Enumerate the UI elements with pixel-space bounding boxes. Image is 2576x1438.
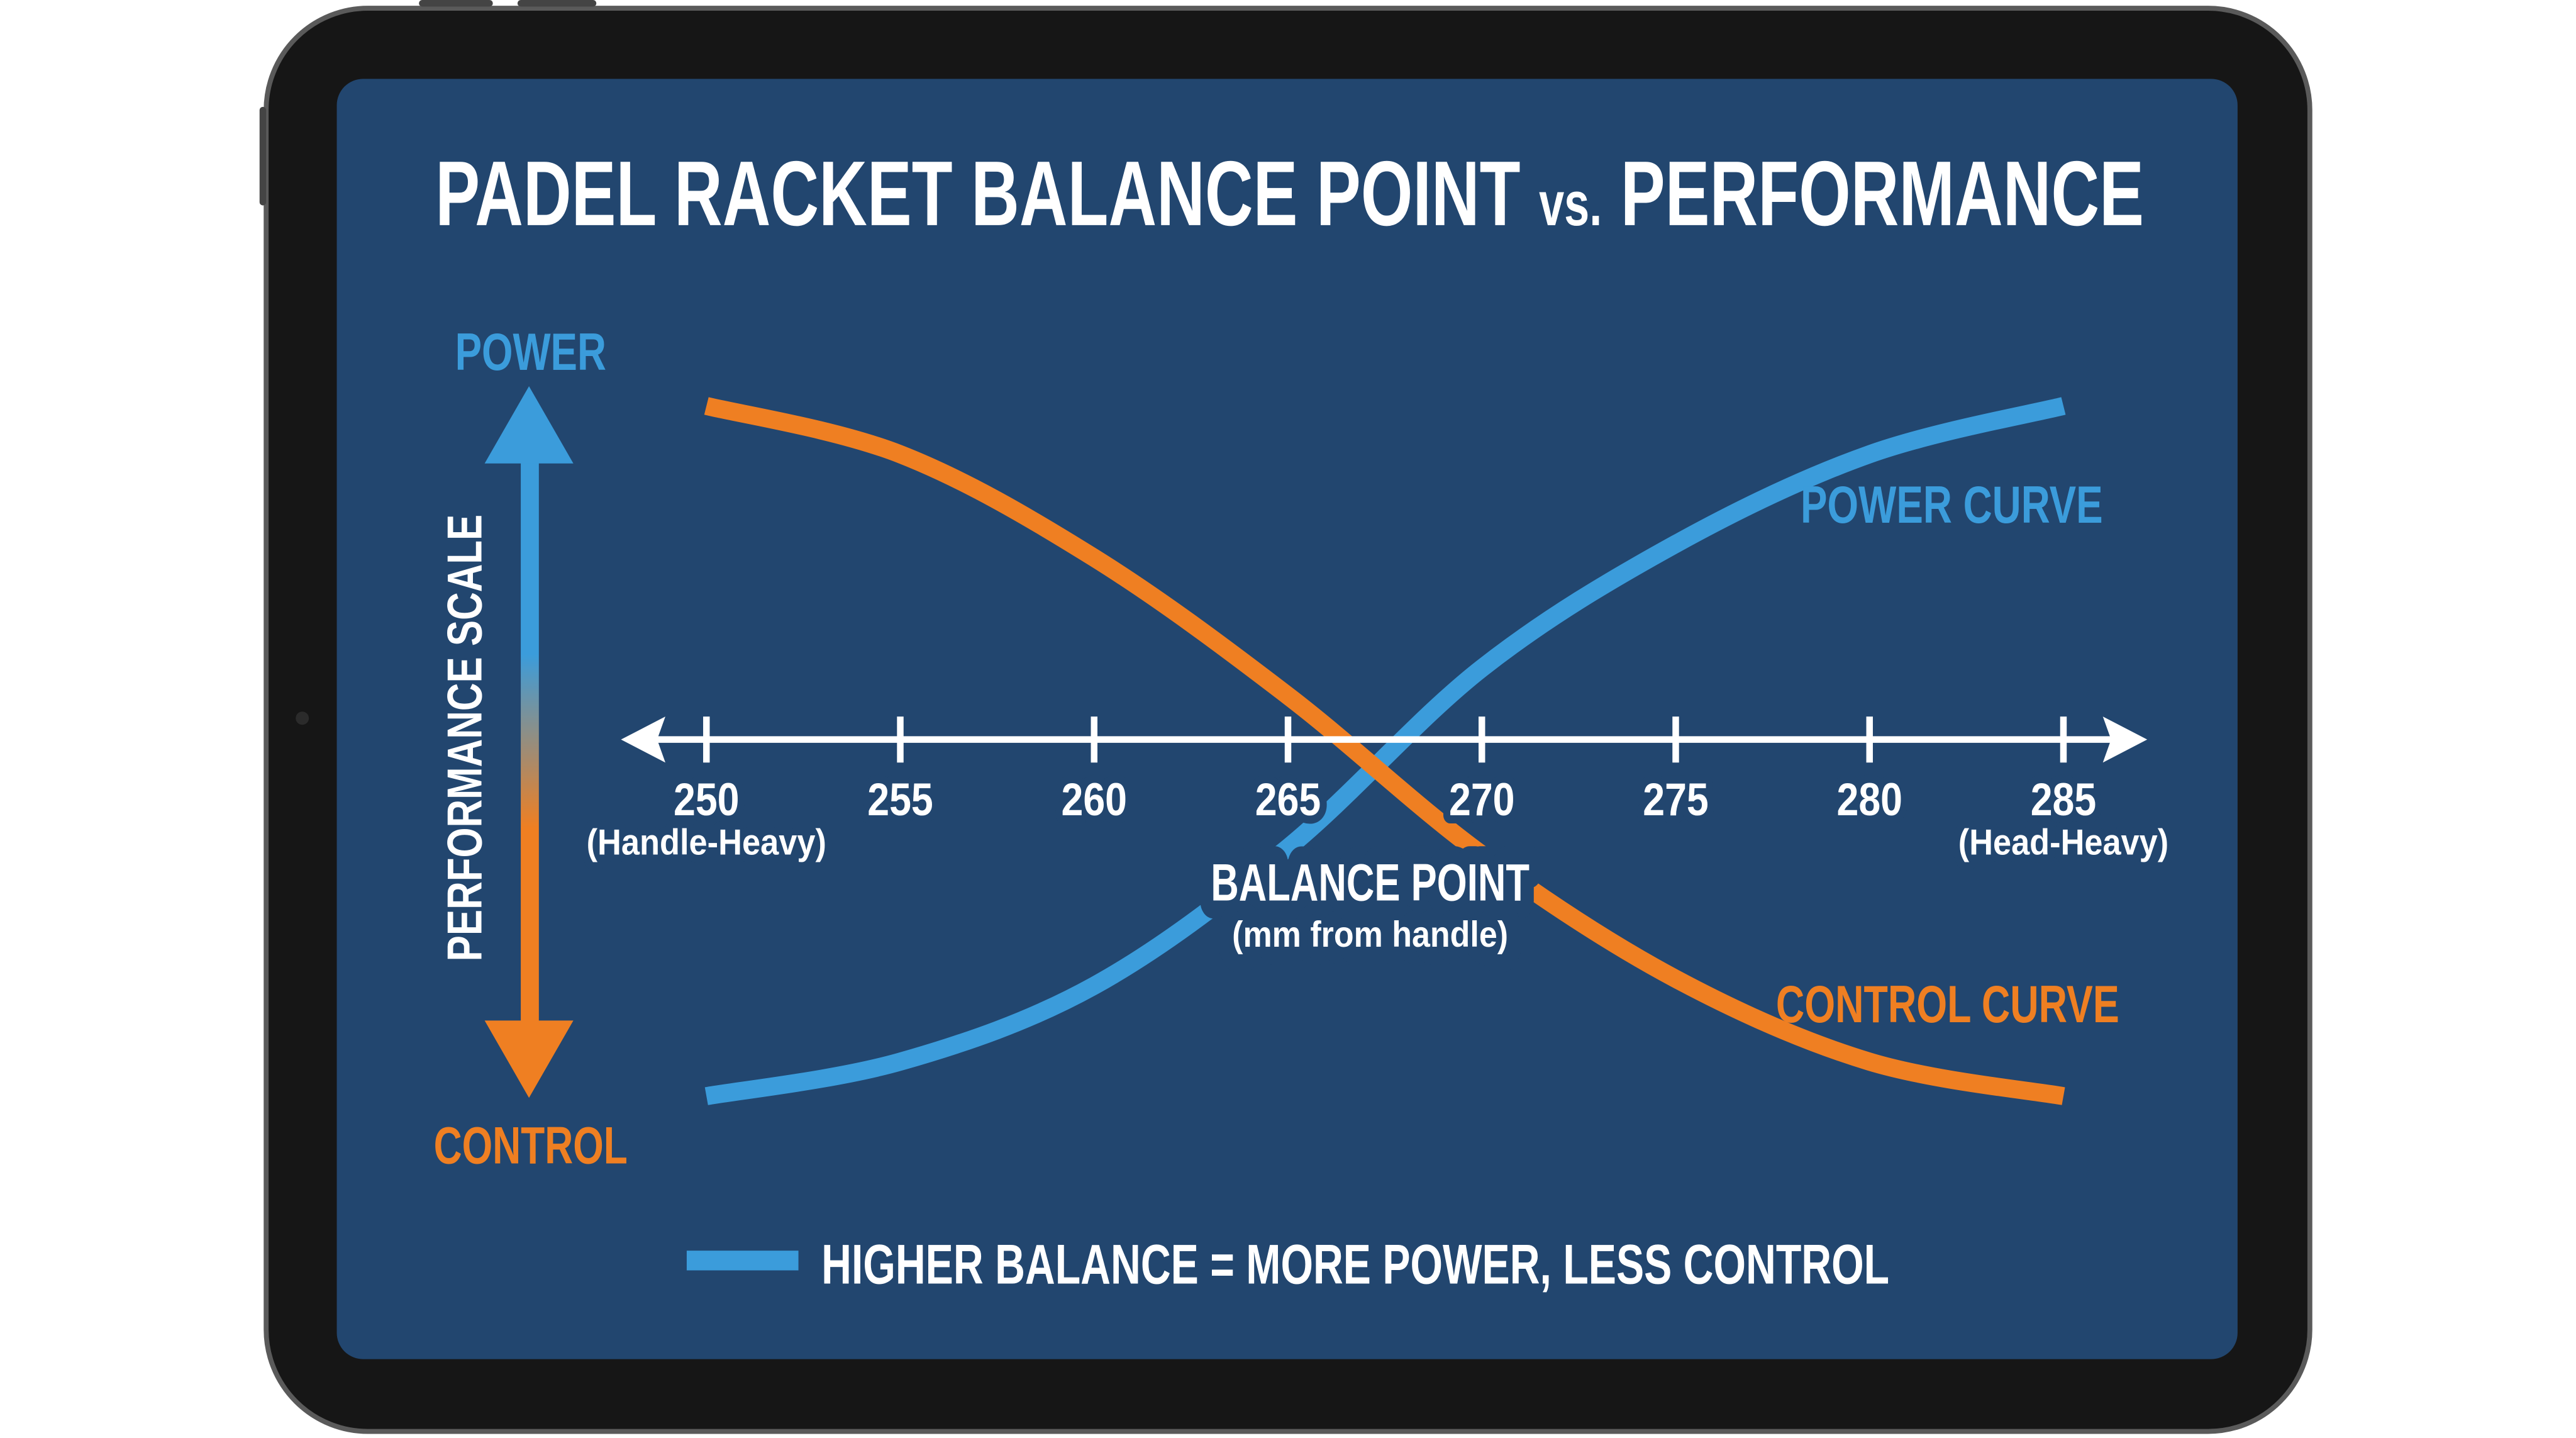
y-bottom-label: CONTROL: [434, 1116, 628, 1175]
top-button[interactable]: [419, 0, 493, 7]
control-arrow-head: [484, 1020, 574, 1098]
power-curve-label: POWER CURVE: [1801, 475, 2103, 534]
title-end: PERFORMANCE: [1621, 143, 2144, 245]
power-arrow-head: [484, 386, 574, 464]
y-axis-label: PERFORMANCE SCALE: [436, 515, 492, 962]
x-tick-label: 255: [867, 774, 933, 825]
performance-scale-arrow: [521, 452, 539, 1031]
x-tick-label: 265: [1255, 774, 1321, 825]
chart-title: PADEL RACKET BALANCE POINT vs. PERFORMAN…: [435, 143, 2144, 245]
x-axis-right-arrow: [2102, 716, 2148, 763]
title-vs: vs.: [1539, 169, 1602, 239]
x-tick-label: 260: [1062, 774, 1127, 825]
x-end-label-left: (Handle-Heavy): [587, 823, 826, 863]
power-curve-line: [704, 397, 2066, 1105]
x-axis-title: BALANCE POINT: [1211, 853, 1530, 912]
x-tick-label: 285: [2031, 774, 2096, 825]
title-main: PADEL RACKET BALANCE POINT: [435, 143, 1520, 245]
control-curve-label: CONTROL CURVE: [1776, 974, 2119, 1034]
x-tick-label: 250: [674, 774, 739, 825]
x-axis-left-arrow: [621, 716, 665, 763]
volume-button[interactable]: [517, 0, 597, 7]
legend-text: HIGHER BALANCE = MORE POWER, LESS CONTRO…: [821, 1233, 1889, 1295]
x-axis-subtitle: (mm from handle): [1232, 915, 1508, 955]
x-tick-label: 275: [1643, 774, 1708, 825]
camera-icon: [296, 711, 309, 725]
x-tick-label: 280: [1836, 774, 1902, 825]
y-top-label: POWER: [455, 322, 606, 381]
legend-swatch: [686, 1251, 799, 1271]
side-button[interactable]: [259, 106, 267, 206]
control-curve-line: [704, 397, 2065, 1105]
x-tick-label: 270: [1449, 774, 1514, 825]
x-end-label-right: (Head-Heavy): [1958, 823, 2168, 863]
